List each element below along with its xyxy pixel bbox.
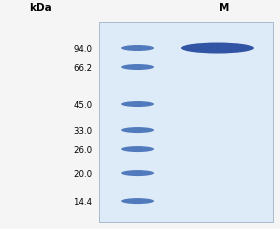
Ellipse shape xyxy=(121,102,154,108)
Ellipse shape xyxy=(121,128,154,134)
Ellipse shape xyxy=(121,65,154,71)
Ellipse shape xyxy=(121,146,154,153)
Text: 14.4: 14.4 xyxy=(73,197,92,206)
Text: kDa: kDa xyxy=(29,3,52,13)
Ellipse shape xyxy=(121,198,154,204)
Text: 45.0: 45.0 xyxy=(73,100,92,109)
Ellipse shape xyxy=(121,170,154,176)
Text: 26.0: 26.0 xyxy=(73,145,92,154)
Text: 20.0: 20.0 xyxy=(73,169,92,178)
Text: 94.0: 94.0 xyxy=(73,44,92,53)
Ellipse shape xyxy=(181,43,254,54)
Text: 66.2: 66.2 xyxy=(73,63,92,72)
Text: M: M xyxy=(219,3,230,13)
Ellipse shape xyxy=(121,46,154,52)
FancyBboxPatch shape xyxy=(99,23,273,222)
Text: 33.0: 33.0 xyxy=(73,126,92,135)
